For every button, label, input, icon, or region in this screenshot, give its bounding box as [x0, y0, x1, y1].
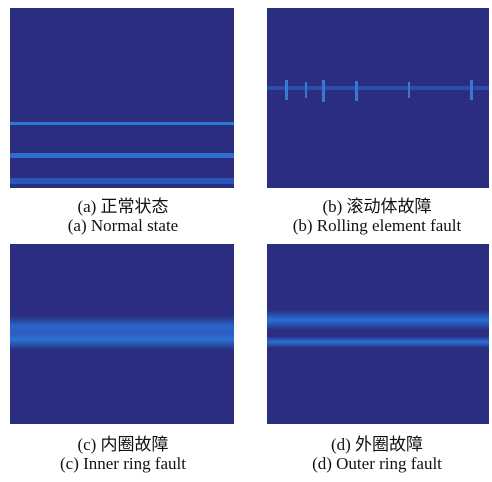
caption-en: (b) Rolling element fault [254, 216, 492, 236]
caption-cn: (d) 外圈故障 [254, 430, 492, 455]
band [10, 178, 234, 184]
caption-en: (a) Normal state [0, 216, 246, 236]
spectrogram-b [267, 8, 489, 188]
band [10, 153, 234, 158]
spectrogram-a [10, 8, 234, 188]
band [10, 316, 234, 350]
figure-page: (a) 正常状态 (a) Normal state (b) 滚动体故障 (b) … [0, 0, 492, 482]
caption-en: (c) Inner ring fault [0, 454, 246, 474]
band [10, 122, 234, 125]
band [267, 310, 489, 330]
spectrogram-d [267, 244, 489, 424]
band [267, 86, 489, 90]
caption-cn: (a) 正常状态 [0, 192, 246, 217]
spectrogram-panels [0, 0, 492, 482]
caption-cn: (c) 内圈故障 [0, 430, 246, 455]
caption-en: (d) Outer ring fault [254, 454, 492, 474]
caption-cn: (b) 滚动体故障 [254, 192, 492, 217]
band [267, 336, 489, 348]
